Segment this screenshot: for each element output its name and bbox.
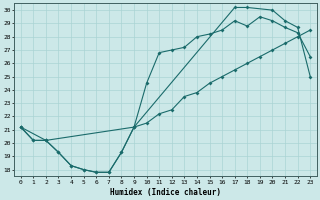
X-axis label: Humidex (Indice chaleur): Humidex (Indice chaleur) — [110, 188, 221, 197]
